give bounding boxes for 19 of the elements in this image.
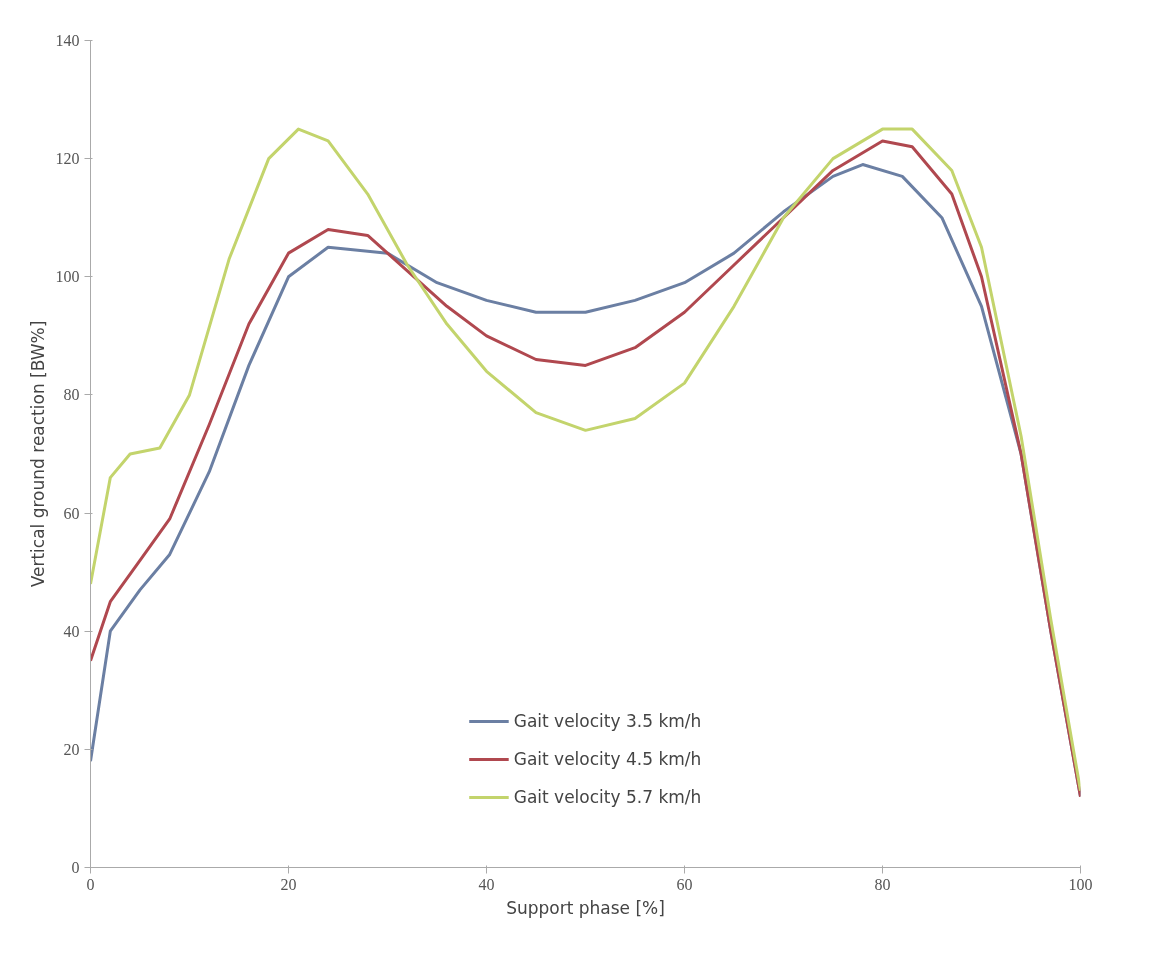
y-tick-label: 80 xyxy=(63,386,80,404)
x-tick-label: 100 xyxy=(1068,875,1093,893)
y-axis-title: Vertical ground reaction [BW%] xyxy=(27,320,48,588)
y-tick-label: 100 xyxy=(55,268,80,286)
y-tick-label: 60 xyxy=(63,504,80,522)
y-tick-label: 0 xyxy=(71,859,80,876)
x-tick-label: 20 xyxy=(280,875,297,893)
x-tick-label: 40 xyxy=(478,875,495,893)
x-tick-label: 60 xyxy=(676,875,693,893)
legend-label: Gait velocity 5.7 km/h xyxy=(513,787,702,807)
y-tick-label: 140 xyxy=(55,32,80,49)
x-axis-title: Support phase [%] xyxy=(506,897,665,918)
x-tick-label: 0 xyxy=(86,875,95,893)
x-tick-label: 80 xyxy=(874,875,891,893)
y-tick-label: 120 xyxy=(55,150,80,168)
legend-label: Gait velocity 4.5 km/h xyxy=(513,749,702,769)
legend-label: Gait velocity 3.5 km/h xyxy=(513,711,702,731)
y-tick-label: 20 xyxy=(63,740,80,758)
y-tick-label: 40 xyxy=(63,622,80,640)
